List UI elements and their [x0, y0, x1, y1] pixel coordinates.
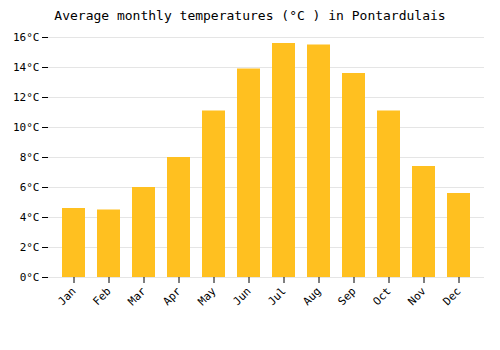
svg-text:12°C: 12°C	[13, 91, 40, 104]
svg-text:Jun: Jun	[230, 285, 253, 308]
svg-text:16°C: 16°C	[13, 31, 40, 44]
svg-text:Jul: Jul	[265, 285, 288, 308]
svg-text:6°C: 6°C	[20, 181, 40, 194]
html-text:Average monthly temperatures (: Average monthly temperatures (°C ) in Po…	[54, 8, 446, 23]
svg-text:May: May	[195, 284, 219, 308]
svg-text:14°C: 14°C	[13, 61, 40, 74]
svg-text:10°C: 10°C	[13, 121, 40, 134]
svg-text:8°C: 8°C	[20, 151, 40, 164]
svg-text:Sep: Sep	[335, 285, 358, 308]
svg-text:Oct: Oct	[370, 285, 393, 308]
svg-text:0°C: 0°C	[20, 271, 40, 284]
svg-text:Jan: Jan	[55, 285, 78, 308]
svg-text:Aug: Aug	[300, 285, 323, 308]
svg-text:4°C: 4°C	[20, 211, 40, 224]
svg-text:2°C: 2°C	[20, 241, 40, 254]
svg-text:Apr: Apr	[160, 284, 184, 308]
svg-text:Nov: Nov	[405, 284, 429, 308]
svg-text:Feb: Feb	[90, 285, 113, 308]
svg-text:Mar: Mar	[125, 284, 149, 308]
svg-text:Dec: Dec	[440, 285, 463, 308]
